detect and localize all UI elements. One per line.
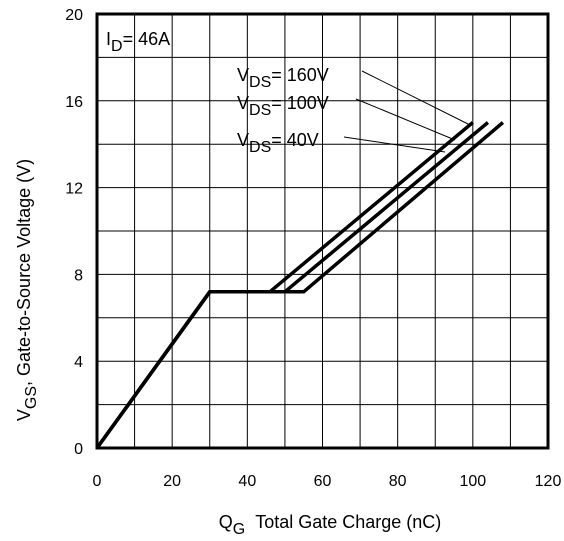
x-tick-label: 80 (389, 473, 407, 490)
series-label-100v: VDS= 100V (237, 93, 329, 119)
x-axis-label: QG Total Gate Charge (nC) (219, 512, 442, 538)
y-tick-labels: 0 4 8 12 16 20 (65, 7, 83, 458)
leader-line-160v (361, 70, 471, 126)
y-axis-label: VGS, Gate-to-Source Voltage (V) (14, 159, 40, 421)
y-tick-label: 4 (74, 354, 83, 371)
condition-label: ID= 46A (106, 29, 170, 55)
y-tick-label: 20 (65, 7, 83, 24)
x-tick-label: 100 (459, 473, 486, 490)
series-line-vds-100v (95, 121, 490, 450)
y-tick-label: 8 (74, 267, 83, 284)
series-label-160v: VDS= 160V (237, 65, 329, 91)
x-tick-label: 40 (238, 473, 256, 490)
x-tick-labels: 0 20 40 60 80 100 120 (93, 473, 562, 490)
y-tick-label: 16 (65, 94, 83, 111)
x-tick-label: 60 (314, 473, 332, 490)
plot-frame (95, 12, 550, 450)
series-label-40v: VDS= 40V (237, 130, 319, 156)
x-tick-label: 120 (535, 473, 562, 490)
x-tick-label: 0 (93, 473, 102, 490)
leader-line-40v (343, 136, 446, 153)
leader-line-100v (355, 98, 456, 141)
y-tick-label: 12 (65, 181, 83, 198)
series-layer (95, 121, 505, 450)
y-tick-label: 0 (74, 441, 83, 458)
series-line-vds-40v (95, 121, 505, 450)
x-tick-label: 20 (163, 473, 181, 490)
